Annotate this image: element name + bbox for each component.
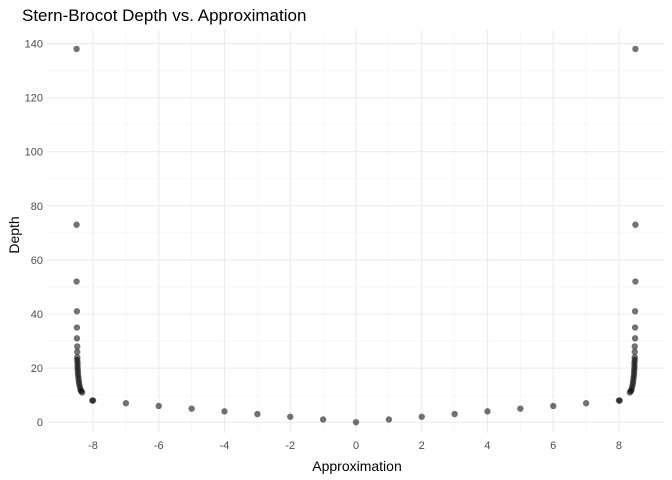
- data-point: [221, 408, 228, 415]
- y-tick-label: 0: [37, 417, 43, 429]
- x-tick-label: -4: [220, 440, 230, 452]
- data-point: [385, 416, 393, 423]
- data-point: [188, 405, 195, 412]
- data-point: [616, 397, 623, 404]
- data-point: [73, 324, 81, 331]
- data-point: [631, 348, 638, 356]
- data-point: [632, 221, 639, 228]
- y-tick-label: 140: [25, 39, 43, 51]
- x-tick-label: -6: [154, 440, 164, 452]
- y-tick-labels: 0 20 40 60 80 100 120 140: [25, 39, 43, 430]
- y-tick-label: 60: [31, 255, 43, 267]
- data-point: [73, 45, 80, 53]
- y-tick-label: 40: [31, 309, 43, 321]
- data-point: [73, 308, 81, 315]
- data-point: [89, 397, 96, 404]
- data-point: [631, 324, 639, 331]
- data-point: [73, 221, 80, 228]
- data-point: [631, 354, 638, 361]
- data-point: [550, 402, 557, 410]
- y-tick-label: 20: [31, 363, 43, 375]
- data-point: [632, 45, 639, 53]
- data-point: [418, 413, 425, 420]
- data-point: [74, 348, 81, 356]
- y-tick-label: 120: [25, 93, 43, 105]
- data-point: [582, 400, 590, 407]
- data-point: [155, 402, 162, 410]
- data-point: [287, 413, 294, 420]
- data-point: [122, 400, 130, 407]
- y-tick-label: 80: [31, 201, 43, 213]
- data-point: [319, 416, 327, 423]
- data-point: [517, 405, 524, 412]
- y-tick-label: 100: [25, 147, 43, 159]
- x-tick-label: 6: [550, 440, 556, 452]
- x-tick-label: 0: [353, 440, 359, 452]
- data-point: [73, 278, 80, 285]
- points-layer: [73, 45, 639, 426]
- data-point: [631, 308, 639, 315]
- data-point: [254, 410, 261, 418]
- data-point: [631, 343, 638, 350]
- chart-title: Stern-Brocot Depth vs. Approximation: [22, 6, 306, 25]
- x-tick-label: 8: [616, 440, 622, 452]
- x-tick-label: 2: [419, 440, 425, 452]
- x-tick-label: -2: [285, 440, 295, 452]
- data-point: [632, 278, 639, 285]
- data-point: [484, 408, 491, 415]
- x-tick-labels: -8 -6 -4 -2 0 2 4 6 8: [88, 440, 622, 452]
- data-point: [73, 335, 81, 342]
- x-axis-label: Approximation: [312, 458, 402, 474]
- data-point: [631, 335, 639, 342]
- data-point: [74, 343, 81, 350]
- data-point: [451, 410, 458, 418]
- y-axis-label: Depth: [6, 216, 22, 253]
- data-point: [74, 354, 81, 361]
- x-tick-label: -8: [88, 440, 98, 452]
- x-tick-label: 4: [484, 440, 490, 452]
- data-point: [352, 418, 360, 426]
